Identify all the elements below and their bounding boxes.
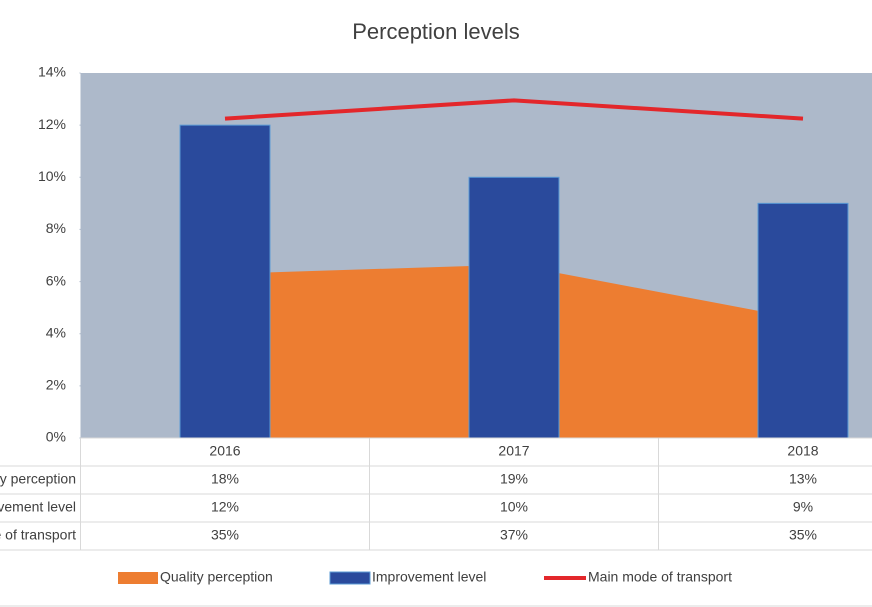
- x-tick-label: 2017: [498, 443, 529, 459]
- table-row-label: Main mode of transport: [0, 527, 76, 543]
- legend-swatch: [329, 571, 371, 585]
- line: [224, 98, 804, 121]
- table-cell: 35%: [789, 527, 817, 543]
- table-cell: 19%: [500, 471, 528, 487]
- x-tick-label: 2018: [787, 443, 818, 459]
- x-tick-label: 2016: [209, 443, 240, 459]
- y-tick-label: 12%: [38, 116, 66, 132]
- y-tick-label: 8%: [46, 220, 66, 236]
- table-cell: 37%: [500, 527, 528, 543]
- legend-label: Improvement level: [372, 569, 486, 585]
- table-cell: 9%: [793, 499, 813, 515]
- y-tick-label: 10%: [38, 168, 66, 184]
- y-tick-label: 2%: [46, 377, 66, 393]
- chart-title: Perception levels: [352, 19, 520, 44]
- table-cell: 12%: [211, 499, 239, 515]
- legend-swatch: [118, 572, 158, 584]
- y-tick-label: 6%: [46, 272, 66, 288]
- table-cell: 18%: [211, 471, 239, 487]
- table-row-label: Improvement level: [0, 499, 76, 515]
- legend-label: Main mode of transport: [588, 569, 732, 585]
- bar: [468, 176, 560, 439]
- table-row-label: Quality perception: [0, 471, 76, 487]
- bar: [179, 124, 271, 439]
- y-tick-label: 4%: [46, 324, 66, 340]
- y-tick-label: 0%: [46, 429, 66, 445]
- y-tick-label: 14%: [38, 64, 66, 80]
- legend-label: Quality perception: [160, 569, 273, 585]
- table-cell: 10%: [500, 499, 528, 515]
- table-cell: 35%: [211, 527, 239, 543]
- bar: [757, 202, 849, 439]
- table-cell: 13%: [789, 471, 817, 487]
